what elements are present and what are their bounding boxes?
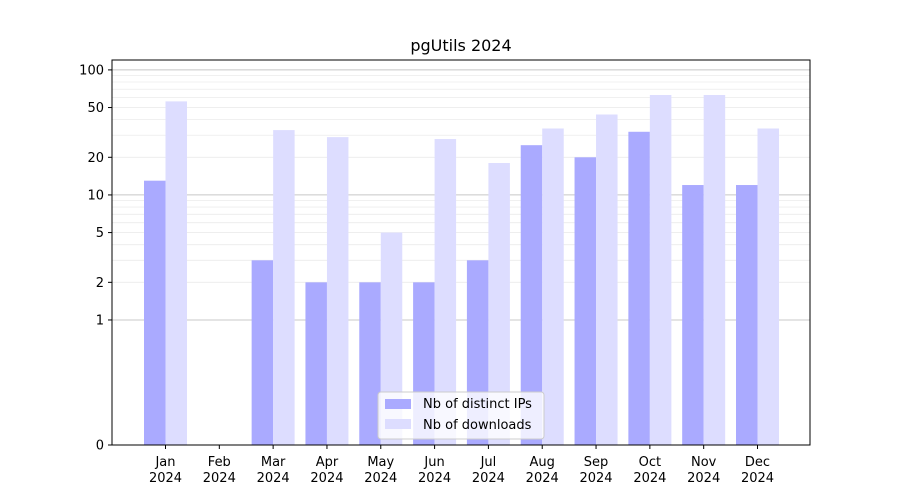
y-tick-label: 50 bbox=[87, 101, 104, 116]
bar-downloads bbox=[273, 130, 295, 445]
bar-distinct-ips bbox=[520, 145, 543, 445]
grid bbox=[112, 69, 810, 321]
x-tick-label: Jan 2024 bbox=[149, 455, 182, 486]
bars bbox=[144, 94, 779, 446]
bar-downloads bbox=[434, 139, 457, 445]
legend-swatch-downloads bbox=[385, 419, 411, 429]
bar-distinct-ips bbox=[574, 157, 597, 445]
x-tick-label: Apr 2024 bbox=[310, 455, 343, 486]
bar-downloads bbox=[542, 128, 564, 445]
bar-downloads bbox=[165, 101, 187, 445]
legend-label-downloads: Nb of downloads bbox=[423, 418, 532, 433]
x-tick-label: Jun 2024 bbox=[418, 455, 451, 486]
y-axis: 0 1 2 5 10 20 50 100 bbox=[79, 63, 112, 454]
y-tick-label: 5 bbox=[96, 226, 104, 241]
x-tick-label: Feb 2024 bbox=[203, 455, 236, 486]
bar-downloads bbox=[488, 163, 510, 445]
bar-distinct-ips bbox=[736, 185, 758, 445]
bar-downloads bbox=[703, 94, 726, 446]
x-tick-label: Dec 2024 bbox=[741, 455, 774, 486]
bar-distinct-ips bbox=[305, 282, 327, 445]
y-tick-label: 20 bbox=[87, 151, 104, 166]
y-tick-label: 10 bbox=[87, 188, 104, 203]
legend-swatch-ips bbox=[385, 399, 411, 409]
legend: Nb of distinct IPs Nb of downloads bbox=[377, 391, 545, 440]
bar-downloads bbox=[649, 94, 672, 446]
chart-title: pgUtils 2024 bbox=[410, 36, 511, 55]
x-tick-label: Sep 2024 bbox=[579, 455, 612, 486]
x-tick-label: Nov 2024 bbox=[687, 455, 720, 486]
x-tick-label: Mar 2024 bbox=[257, 455, 290, 486]
bar-distinct-ips bbox=[251, 260, 274, 445]
legend-box bbox=[377, 391, 545, 440]
bar-distinct-ips bbox=[144, 180, 166, 445]
x-tick-label: May 2024 bbox=[364, 455, 397, 486]
x-tick-label: Aug 2024 bbox=[526, 455, 559, 486]
bar-distinct-ips bbox=[359, 282, 381, 445]
bar-distinct-ips bbox=[628, 131, 650, 445]
y-tick-label: 100 bbox=[79, 63, 104, 78]
y-tick-label: 1 bbox=[96, 313, 104, 328]
plot-frame bbox=[111, 59, 811, 446]
x-tick-label: Oct 2024 bbox=[633, 455, 666, 486]
bar-downloads bbox=[596, 114, 618, 445]
bar-downloads bbox=[326, 137, 349, 445]
x-axis: Jan 2024 Feb 2024 Mar 2024 Apr 2024 May 2024 Jun 20… bbox=[149, 445, 774, 486]
y-tick-label: 0 bbox=[96, 439, 104, 454]
bar-distinct-ips bbox=[682, 185, 704, 445]
y-tick-label: 2 bbox=[96, 276, 104, 291]
legend-label-ips: Nb of distinct IPs bbox=[423, 397, 532, 412]
x-tick-label: Jul 2024 bbox=[472, 455, 505, 486]
bar-downloads bbox=[757, 128, 779, 445]
